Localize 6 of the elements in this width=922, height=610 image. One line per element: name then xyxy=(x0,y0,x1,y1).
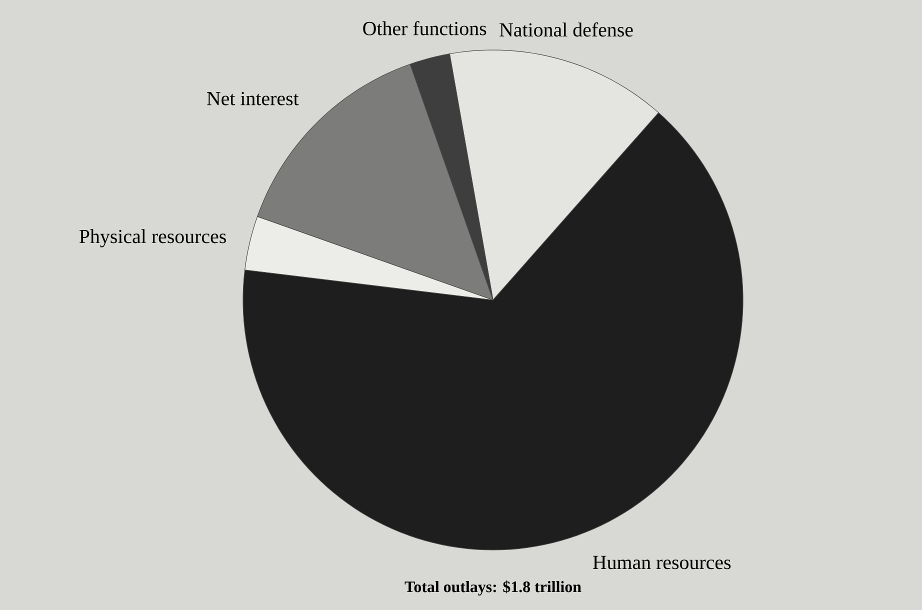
text: Total outlays: $1.8 trillion xyxy=(404,580,582,596)
slice-label: National defense xyxy=(500,22,633,37)
slice-label: Other functions xyxy=(363,21,486,36)
slice-label: Human resources xyxy=(592,556,731,570)
slice-label: Net interest xyxy=(207,92,299,106)
slice-label: Physical resources xyxy=(79,229,226,248)
